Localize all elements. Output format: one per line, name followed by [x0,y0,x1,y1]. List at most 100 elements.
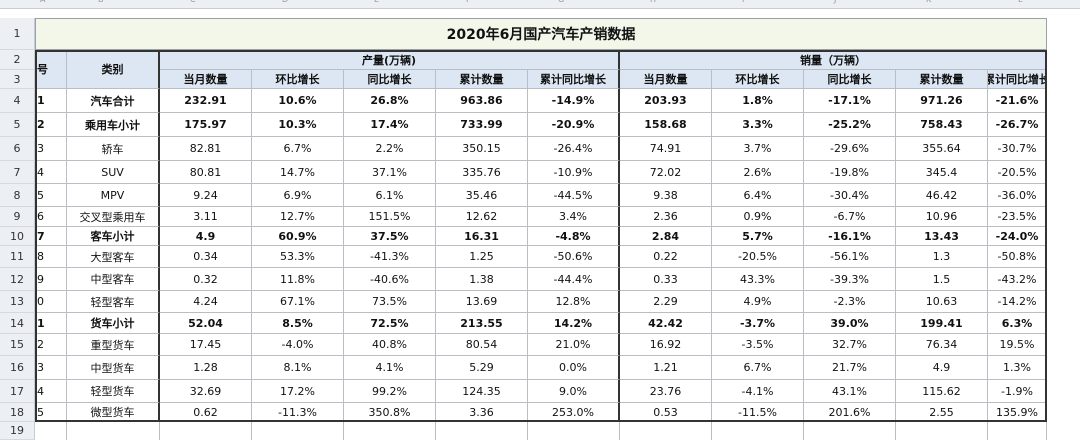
production-value[interactable]: 0.32 [160,268,252,291]
empty-cell[interactable] [67,422,160,440]
production-value[interactable]: 67.1% [252,291,344,313]
sales-value[interactable]: 0.53 [620,403,712,422]
production-value[interactable]: 32.69 [160,380,252,403]
production-value[interactable]: -10.9% [528,161,620,184]
production-value[interactable]: 124.35 [436,380,528,403]
sales-value[interactable]: 39.0% [804,313,896,334]
production-value[interactable]: -11.3% [252,403,344,422]
table-row-seq[interactable]: 3 [35,356,67,380]
table-row-seq[interactable]: 3 [35,137,67,161]
sales-value[interactable]: -6.7% [804,207,896,227]
column-letter[interactable]: D [282,0,288,4]
sales-value[interactable]: -23.5% [988,207,1047,227]
production-value[interactable]: 73.5% [344,291,436,313]
column-letter[interactable]: G [558,0,564,4]
sales-value[interactable]: 6.3% [988,313,1047,334]
production-value[interactable]: -50.6% [528,246,620,268]
sales-value[interactable]: -21.6% [988,89,1047,113]
table-row-seq[interactable]: 5 [35,184,67,207]
table-row-seq[interactable]: 8 [35,246,67,268]
sales-value[interactable]: 4.9% [712,291,804,313]
sales-value[interactable]: 9.38 [620,184,712,207]
sales-value[interactable]: 19.5% [988,334,1047,356]
table-row-category[interactable]: 中型货车 [67,356,160,380]
table-row-seq[interactable]: 4 [35,380,67,403]
production-value[interactable]: -44.4% [528,268,620,291]
production-value[interactable]: 17.4% [344,113,436,137]
production-value[interactable]: 99.2% [344,380,436,403]
column-letter[interactable]: E [374,0,379,4]
production-value[interactable]: 21.0% [528,334,620,356]
empty-cell[interactable] [712,422,804,440]
sales-value[interactable]: 2.6% [712,161,804,184]
empty-cell[interactable] [620,422,712,440]
sales-value[interactable]: -3.5% [712,334,804,356]
sales-value[interactable]: 115.62 [896,380,988,403]
sales-value[interactable]: 2.36 [620,207,712,227]
header-category[interactable]: 类别 [67,50,160,89]
row-number[interactable]: 15 [0,334,35,356]
table-row-category[interactable]: 轻型货车 [67,380,160,403]
table-row-category[interactable]: 乘用车小计 [67,113,160,137]
production-value[interactable]: 8.5% [252,313,344,334]
production-value[interactable]: 8.1% [252,356,344,380]
sales-value[interactable]: 5.7% [712,227,804,246]
sales-value[interactable]: 1.21 [620,356,712,380]
header-production-col-1[interactable]: 当月数量 [160,70,252,89]
production-value[interactable]: 4.1% [344,356,436,380]
production-value[interactable]: 82.81 [160,137,252,161]
production-value[interactable]: 6.9% [252,184,344,207]
production-value[interactable]: 13.69 [436,291,528,313]
header-sales-col-4[interactable]: 累计数量 [896,70,988,89]
sales-value[interactable]: -30.7% [988,137,1047,161]
production-value[interactable]: 253.0% [528,403,620,422]
production-value[interactable]: -26.4% [528,137,620,161]
production-value[interactable]: 72.5% [344,313,436,334]
production-value[interactable]: 733.99 [436,113,528,137]
production-value[interactable]: 35.46 [436,184,528,207]
empty-cell[interactable] [436,422,528,440]
production-value[interactable]: -40.6% [344,268,436,291]
row-number[interactable]: 9 [0,207,35,227]
sales-value[interactable]: -56.1% [804,246,896,268]
sales-value[interactable]: -24.0% [988,227,1047,246]
production-value[interactable]: 963.86 [436,89,528,113]
row-number[interactable]: 6 [0,137,35,161]
sales-value[interactable]: 23.76 [620,380,712,403]
table-row-category[interactable]: 货车小计 [67,313,160,334]
sales-value[interactable]: 10.96 [896,207,988,227]
sales-value[interactable]: -14.2% [988,291,1047,313]
production-value[interactable]: 40.8% [344,334,436,356]
production-value[interactable]: -4.0% [252,334,344,356]
sales-value[interactable]: 3.3% [712,113,804,137]
table-row-category[interactable]: 汽车合计 [67,89,160,113]
header-production-group[interactable]: 产量(万辆) [160,50,620,70]
table-row-category[interactable]: 轿车 [67,137,160,161]
sales-value[interactable]: -29.6% [804,137,896,161]
header-seq[interactable]: 号 [35,50,67,89]
sales-value[interactable]: 43.3% [712,268,804,291]
table-row-seq[interactable]: 2 [35,113,67,137]
sales-value[interactable]: 0.22 [620,246,712,268]
header-sales-col-2[interactable]: 环比增长 [712,70,804,89]
production-value[interactable]: 16.31 [436,227,528,246]
column-letter[interactable]: L [1018,0,1022,4]
production-value[interactable]: 10.3% [252,113,344,137]
table-row-seq[interactable]: 1 [35,89,67,113]
sales-value[interactable]: -50.8% [988,246,1047,268]
production-value[interactable]: 11.8% [252,268,344,291]
sales-value[interactable]: 1.3% [988,356,1047,380]
column-letter[interactable]: C [190,0,196,4]
row-number[interactable]: 18 [0,403,35,422]
sales-value[interactable]: 1.5 [896,268,988,291]
sales-value[interactable]: 1.8% [712,89,804,113]
production-value[interactable]: 12.62 [436,207,528,227]
production-value[interactable]: 17.45 [160,334,252,356]
sales-value[interactable]: 345.4 [896,161,988,184]
production-value[interactable]: 60.9% [252,227,344,246]
sales-value[interactable]: -19.8% [804,161,896,184]
row-number[interactable]: 8 [0,184,35,207]
table-row-seq[interactable]: 2 [35,334,67,356]
production-value[interactable]: 26.8% [344,89,436,113]
